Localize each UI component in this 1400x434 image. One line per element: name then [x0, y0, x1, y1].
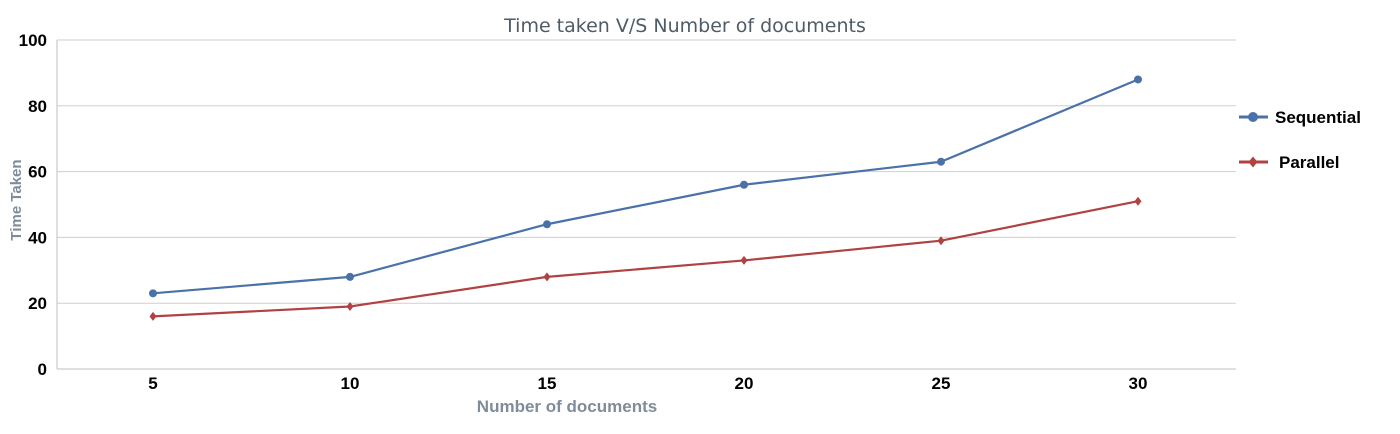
- legend-item-parallel: Parallel: [1239, 153, 1340, 172]
- data-point: [543, 272, 551, 282]
- y-tick-label: 0: [38, 360, 47, 379]
- data-point: [149, 289, 157, 298]
- series-line: [152, 200, 1139, 318]
- y-tick-label: 80: [28, 97, 47, 116]
- data-point: [346, 272, 354, 281]
- legend-label: Parallel: [1279, 153, 1340, 172]
- legend-label: Sequential: [1275, 108, 1361, 127]
- y-tick-label: 100: [19, 31, 47, 50]
- series-sequential: [149, 75, 1142, 298]
- data-point: [346, 301, 354, 311]
- legend-marker: [1248, 156, 1258, 168]
- data-point: [937, 157, 945, 166]
- x-axis-label: Number of documents: [477, 397, 657, 416]
- x-tick-label: 25: [932, 374, 951, 393]
- legend-item-sequential: Sequential: [1239, 108, 1361, 127]
- data-point: [1134, 75, 1142, 84]
- x-tick-label: 15: [538, 374, 557, 393]
- data-point: [937, 236, 945, 246]
- y-tick-label: 40: [28, 228, 47, 247]
- y-tick-label: 20: [28, 294, 47, 313]
- legend: Sequential Parallel: [1239, 108, 1361, 172]
- x-tick-label: 5: [148, 374, 157, 393]
- x-tick-label: 20: [735, 374, 754, 393]
- data-point: [740, 180, 748, 189]
- data-point: [149, 311, 157, 321]
- series-lines: [149, 75, 1142, 321]
- series-line: [152, 78, 1139, 295]
- y-axis-ticks: 0 20 40 60 80 100: [19, 31, 47, 379]
- chart-title: Time taken V/S Number of documents: [503, 15, 866, 37]
- x-tick-label: 10: [341, 374, 360, 393]
- y-tick-label: 60: [28, 163, 47, 182]
- data-point: [740, 255, 748, 265]
- data-point: [543, 220, 551, 229]
- series-parallel: [149, 196, 1142, 321]
- x-tick-label: 30: [1129, 374, 1148, 393]
- legend-marker: [1248, 112, 1258, 122]
- y-axis-label: Time Taken: [8, 159, 25, 240]
- gridlines: [56, 39, 1236, 370]
- x-axis-ticks: 5 10 15 20 25 30: [148, 374, 1147, 393]
- data-point: [1134, 196, 1142, 206]
